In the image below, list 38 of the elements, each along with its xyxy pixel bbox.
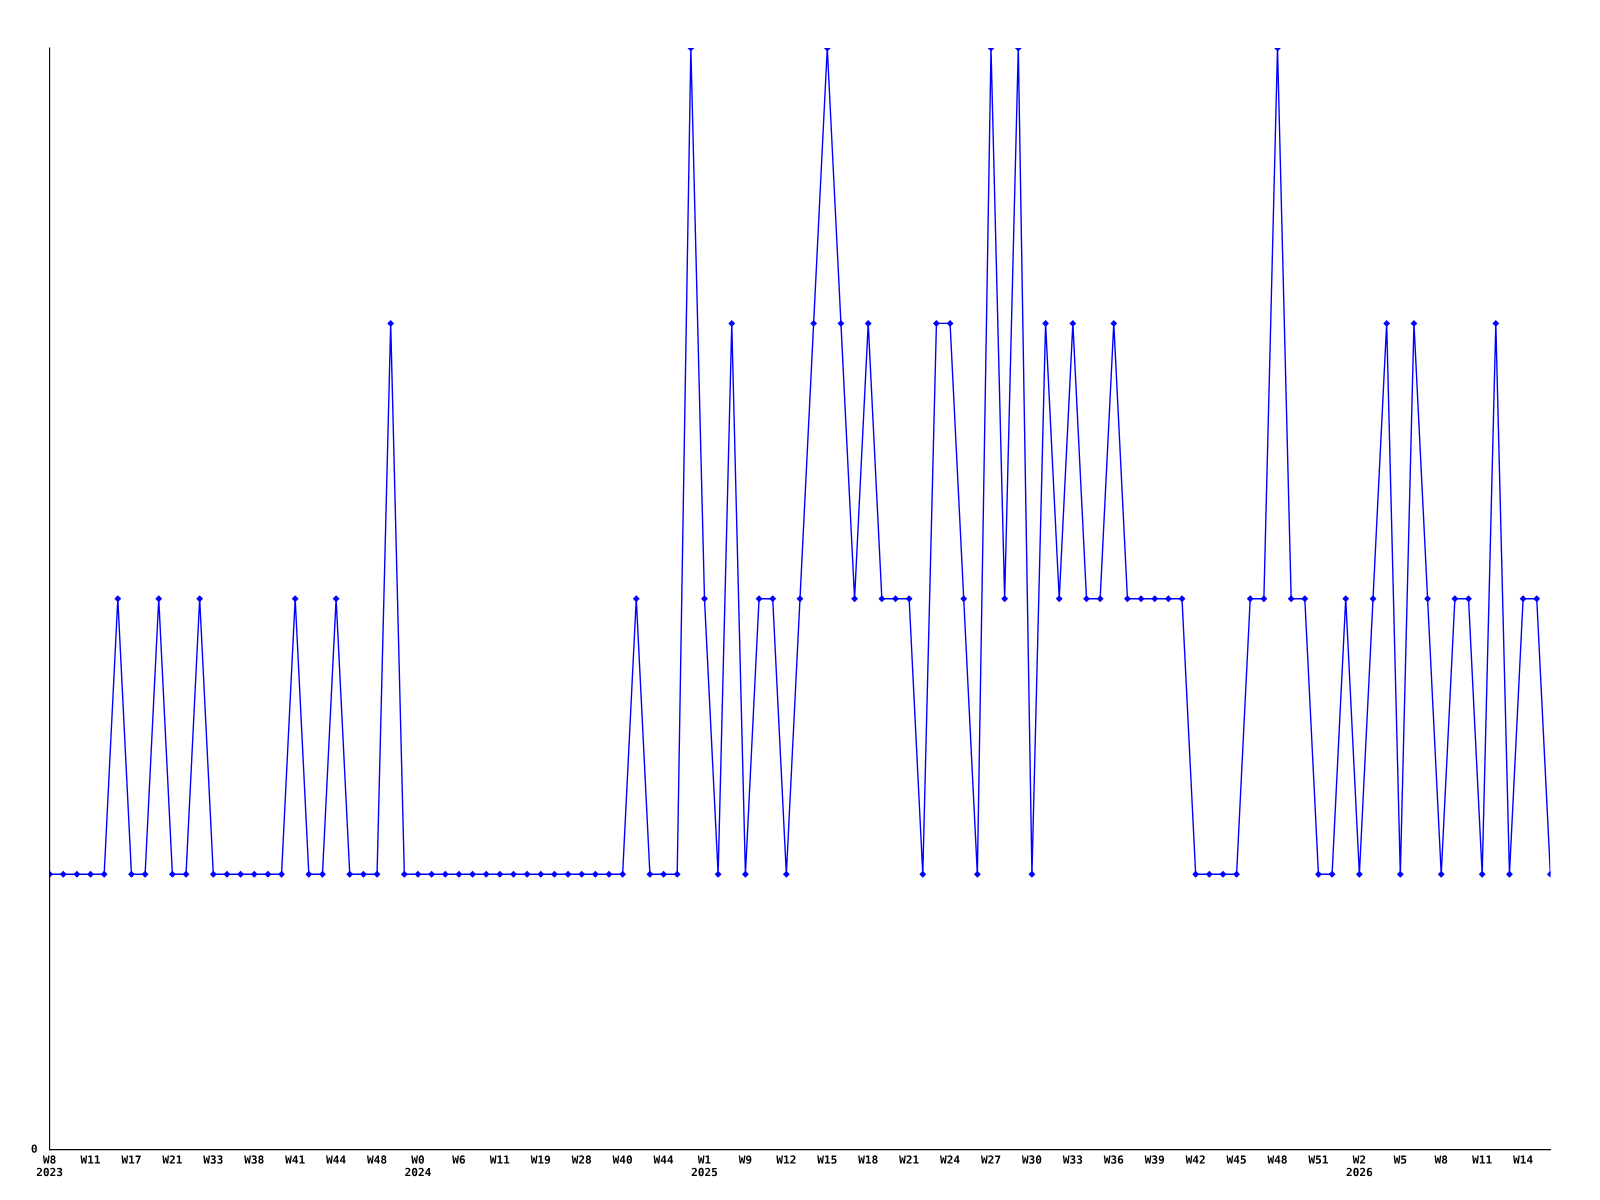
x-tick-label: W30 (1021, 1155, 1042, 1164)
x-tick-label: W48 (1267, 1155, 1287, 1164)
x-tick-label: W33 (1062, 1155, 1083, 1164)
x-tick-label: W45 (1226, 1155, 1246, 1164)
x-tick-label: W24 (940, 1155, 960, 1164)
x-tick-label: W18 (858, 1155, 878, 1164)
x-tick-label: W36 (1103, 1155, 1124, 1164)
x-tick-label: W42 (1185, 1155, 1205, 1164)
x-tick-label: W48 (367, 1155, 387, 1164)
x-tick-label: W15 (817, 1155, 837, 1164)
x-tick-label: W11 (80, 1155, 101, 1164)
x-tick-label: W21 (899, 1155, 919, 1164)
x-tick-label: W5 (1393, 1155, 1407, 1164)
x-tick-label: W14 (1513, 1155, 1533, 1164)
x-tick-label: W27 (980, 1155, 1001, 1164)
x-tick-label: W44 (326, 1155, 346, 1164)
x-tick-label: W2 2026 (1346, 1155, 1373, 1177)
x-tick-label: W8 (1434, 1155, 1448, 1164)
x-tick-label: W0 2024 (405, 1155, 431, 1177)
x-tick-label: W11 (489, 1155, 510, 1164)
x-tick-label: W44 (653, 1155, 674, 1164)
x-tick-label: W38 (244, 1155, 264, 1164)
x-tick-label: W41 (285, 1155, 305, 1164)
x-tick-label: W33 (203, 1155, 223, 1164)
x-tick-label: W9 (738, 1155, 752, 1164)
x-tick-label: W1 2025 (691, 1155, 718, 1177)
x-tick-label: W51 (1308, 1155, 1328, 1164)
x-tick-label: W8 2023 (36, 1155, 63, 1177)
x-tick-label: W12 (776, 1155, 796, 1164)
x-tick-label: W28 (571, 1155, 592, 1164)
x-tick-label: W11 (1472, 1155, 1492, 1164)
text: 0 (31, 1144, 37, 1153)
x-tick-label: W39 (1144, 1155, 1165, 1164)
x-tick-label: W19 (530, 1155, 551, 1164)
x-tick-label: W21 (162, 1155, 182, 1164)
x-tick-label: W6 (452, 1155, 465, 1164)
x-tick-label: W17 (121, 1155, 141, 1164)
x-tick-label: W40 (612, 1155, 632, 1164)
